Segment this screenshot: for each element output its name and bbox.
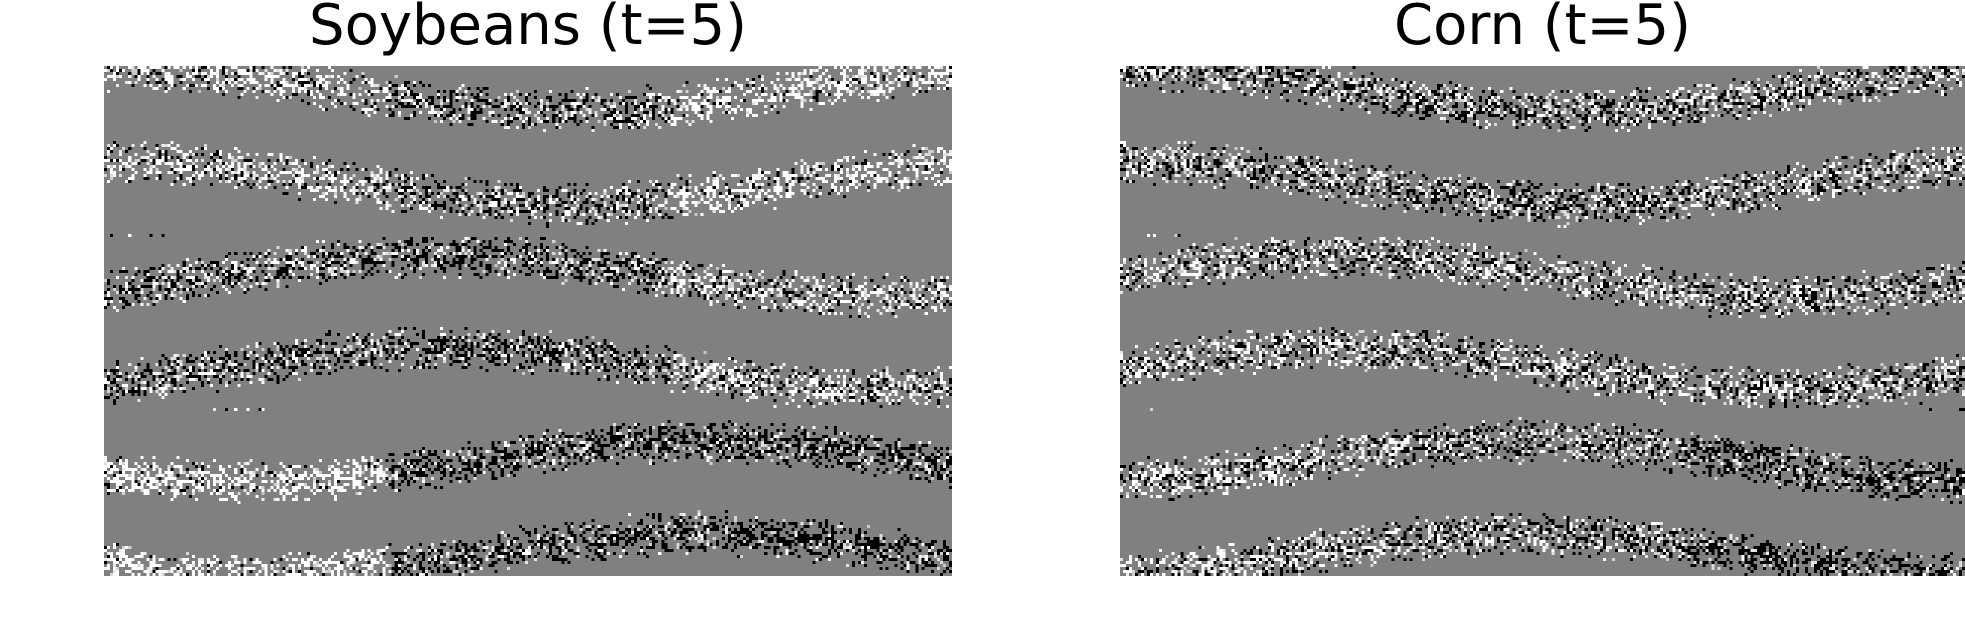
panel-corn: Corn (t=5) [1120,0,1965,600]
panel-title-corn: Corn (t=5) [1394,0,1691,58]
corn-map-image [1120,66,1965,576]
panel-soybeans: Soybeans (t=5) [104,0,952,600]
soybeans-map-image [104,66,952,576]
panel-title-soybeans: Soybeans (t=5) [309,0,747,58]
